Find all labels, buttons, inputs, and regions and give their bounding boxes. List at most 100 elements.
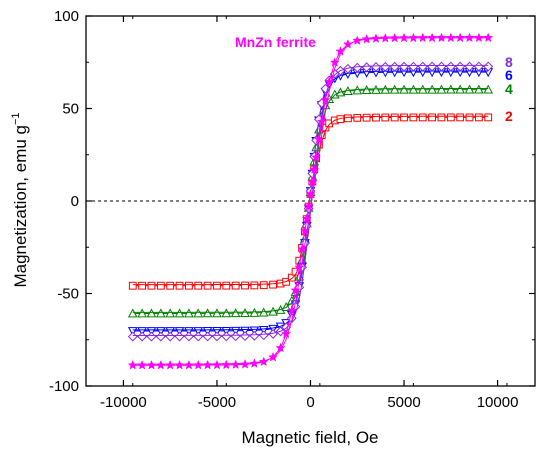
data-point-triangle-up — [202, 308, 213, 318]
data-point-square — [400, 113, 408, 122]
data-point-triangle-up — [389, 84, 400, 94]
y-tick-label: 50 — [62, 101, 79, 118]
data-point-triangle-up — [127, 308, 138, 318]
data-point-star — [211, 359, 222, 370]
data-point-diamond — [155, 331, 166, 342]
data-point-triangle-up — [474, 84, 484, 94]
data-point-star — [455, 32, 466, 43]
data-point-square — [166, 281, 175, 290]
data-point-star — [408, 32, 419, 43]
y-axis-label: Magnetization, emu g−1 — [10, 112, 30, 287]
series-line — [132, 36, 489, 365]
data-point-triangle-up — [155, 308, 166, 318]
data-point-square — [372, 113, 380, 122]
data-point-star — [299, 225, 310, 236]
data-point-square — [409, 113, 418, 122]
data-point-star — [427, 32, 438, 43]
data-point-square — [418, 113, 427, 122]
data-point-triangle-up — [212, 308, 222, 318]
data-point-triangle-up — [408, 84, 419, 94]
data-point-diamond — [146, 331, 157, 342]
data-point-triangle-up — [455, 84, 466, 94]
data-point-star — [183, 359, 194, 370]
data-point-triangle-up — [436, 84, 447, 94]
series-line — [132, 64, 489, 336]
data-point-star — [193, 359, 204, 370]
data-point-star — [483, 32, 494, 43]
data-point-star — [297, 244, 308, 254]
data-point-square — [184, 281, 193, 290]
data-point-star — [445, 32, 456, 43]
y-axis-label-main: Magnetization, emu g — [11, 125, 30, 288]
data-point-square — [175, 281, 184, 290]
data-point-diamond — [137, 331, 148, 342]
data-point-star — [294, 262, 305, 272]
data-point-diamond — [127, 331, 138, 342]
series-label: 6 — [505, 67, 513, 83]
data-point-triangle-up — [146, 308, 157, 318]
series-line — [132, 66, 489, 338]
series-line — [132, 71, 489, 332]
data-point-triangle-up — [249, 307, 260, 317]
data-point-triangle-up — [165, 308, 176, 318]
x-tick-label: 0 — [306, 394, 314, 411]
data-point-star — [286, 305, 297, 316]
data-point-square — [259, 281, 268, 290]
data-point-star — [320, 94, 331, 105]
series-label: MnZn ferrite — [235, 34, 316, 50]
data-point-star — [324, 76, 335, 87]
data-point-square — [362, 113, 371, 122]
data-point-triangle-up — [361, 85, 372, 95]
data-point-star — [221, 359, 232, 370]
series-2 — [128, 113, 493, 290]
y-tick-label: -50 — [57, 286, 79, 303]
data-point-triangle-up — [371, 84, 381, 94]
data-point-diamond — [193, 331, 204, 342]
x-axis-label: Magnetic field, Oe — [241, 428, 378, 447]
x-tick-label: 5000 — [387, 394, 420, 411]
data-point-star — [165, 359, 176, 370]
data-point-star — [313, 133, 324, 144]
data-point-diamond — [249, 330, 260, 341]
series-mnzn-ferrite — [127, 32, 494, 370]
data-point-triangle-up — [184, 308, 194, 318]
data-point-diamond — [174, 331, 185, 342]
data-point-star — [399, 32, 410, 43]
data-point-star — [303, 201, 314, 211]
data-point-triangle-up — [380, 84, 391, 94]
data-point-triangle-up — [464, 84, 475, 94]
data-point-star — [268, 351, 279, 362]
data-point-square — [194, 281, 203, 290]
data-point-triangle-up — [174, 308, 185, 318]
data-point-square — [147, 281, 156, 290]
data-point-diamond — [221, 331, 232, 342]
data-point-star — [436, 32, 447, 43]
data-point-star — [473, 32, 484, 43]
series-line — [132, 115, 489, 286]
data-point-square — [465, 113, 474, 122]
data-point-star — [290, 285, 301, 295]
data-point-square — [428, 113, 437, 122]
data-point-star — [146, 359, 157, 370]
series-6 — [127, 68, 494, 337]
data-point-diamond — [230, 331, 241, 342]
data-point-triangle-up — [258, 307, 269, 317]
y-tick-label: 100 — [54, 8, 79, 25]
data-point-diamond — [202, 331, 213, 342]
series-layer — [127, 32, 494, 370]
data-point-star — [316, 116, 327, 126]
data-point-square — [222, 281, 231, 290]
y-axis-label-superscript: −1 — [10, 112, 22, 125]
data-point-square — [456, 113, 465, 122]
data-point-triangle-up — [193, 308, 204, 318]
x-tick-label: -5000 — [198, 394, 236, 411]
data-point-square — [474, 113, 483, 122]
data-point-triangle-up — [221, 308, 232, 318]
series-8 — [127, 61, 494, 342]
data-point-square — [344, 114, 352, 123]
series-line — [132, 70, 489, 331]
data-point-square — [381, 113, 390, 122]
y-tick-label: 0 — [71, 193, 79, 210]
data-point-square — [156, 281, 165, 290]
